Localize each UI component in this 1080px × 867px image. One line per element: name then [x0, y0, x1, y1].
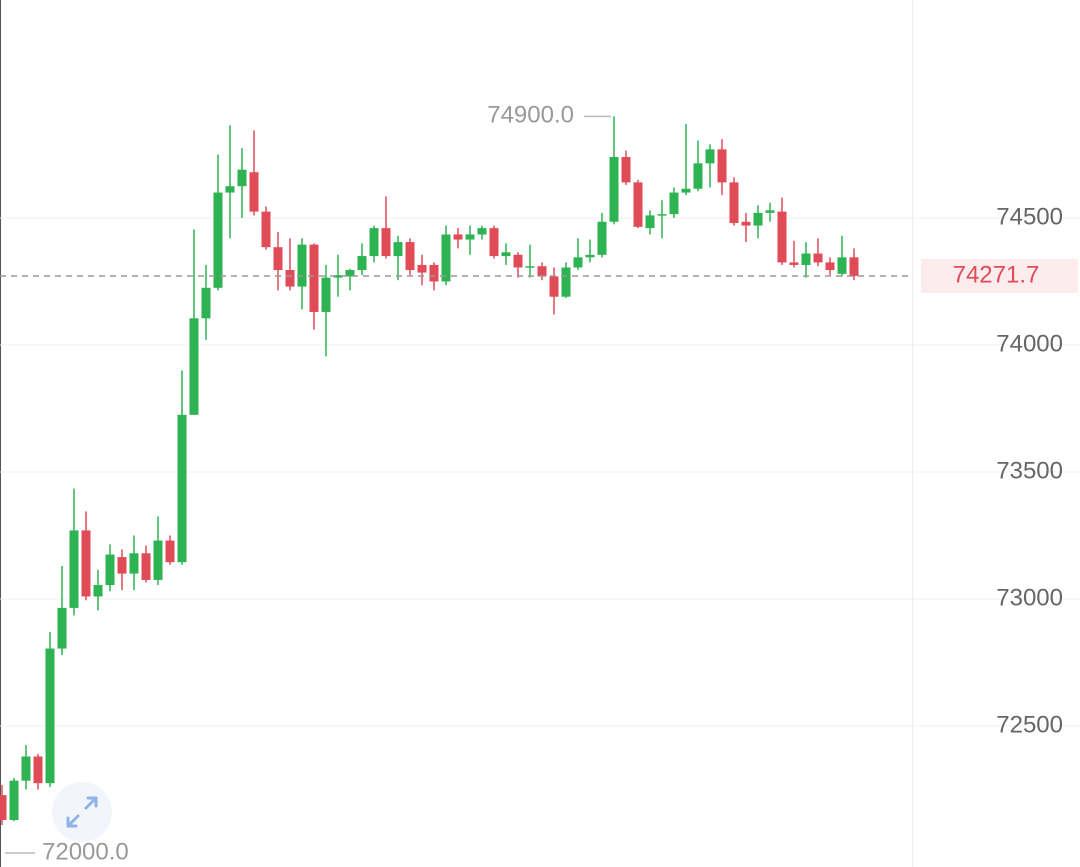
candle-body [249, 172, 259, 212]
candle-body [837, 257, 847, 274]
candle-body [717, 149, 727, 183]
candle-body [801, 253, 811, 265]
candle-body [129, 553, 139, 574]
candle-body [213, 192, 223, 288]
y-tick-label: 73500 [996, 457, 1063, 484]
candle-body [9, 780, 19, 821]
y-tick-label: 73000 [996, 584, 1063, 611]
candle-body [681, 188, 691, 193]
candle-body [393, 242, 403, 257]
candle-body [561, 267, 571, 297]
y-tick-label: 74000 [996, 330, 1063, 357]
candle-body [0, 795, 7, 821]
candle-body [549, 276, 559, 297]
candle-body [261, 211, 271, 248]
candle-body [441, 234, 451, 282]
candle-body [417, 264, 427, 273]
candle-body [513, 254, 523, 268]
candle-body [429, 264, 439, 282]
y-tick-label: 72500 [996, 711, 1063, 738]
candle-body [501, 252, 511, 257]
candle-body [189, 318, 199, 415]
candle-body [21, 756, 31, 781]
candle-body [453, 234, 463, 240]
candle-body [105, 554, 115, 586]
candle-body [93, 585, 103, 597]
candle-body [825, 262, 835, 271]
candle-body [285, 270, 295, 287]
candle-body [57, 607, 67, 649]
candle-body [297, 244, 307, 287]
last-price-box [921, 258, 1078, 293]
candle-body [177, 414, 187, 563]
candle-body [33, 756, 43, 784]
candle-body [81, 530, 91, 597]
y-tick-label: 74500 [996, 203, 1063, 230]
expand-icon [66, 796, 98, 828]
candle-body [657, 214, 667, 216]
expand-button-bg [52, 782, 112, 842]
candle-body [201, 287, 211, 319]
candle-body [693, 163, 703, 189]
candle-body [345, 270, 355, 277]
candle-body [369, 228, 379, 257]
candle-body [633, 182, 643, 227]
candle-body [489, 228, 499, 257]
candle-body [273, 247, 283, 271]
candle-body [705, 149, 715, 164]
candle-body [225, 186, 235, 193]
candle-body [537, 266, 547, 277]
candle-body [357, 256, 367, 271]
candle-body [645, 215, 655, 229]
candle-body [45, 648, 55, 784]
candle-body [729, 182, 739, 224]
candle-body [165, 540, 175, 563]
candle-body [741, 221, 751, 226]
candle-body [477, 228, 487, 235]
candle-body [669, 192, 679, 215]
candle-body [405, 242, 415, 271]
min-label: 72000.0 [42, 838, 129, 865]
candle-body [585, 254, 595, 258]
last-price-label: 74271.7 [953, 261, 1040, 288]
candle-body [597, 221, 607, 255]
candle-body [753, 212, 763, 226]
candle-body [141, 553, 151, 580]
candle-body [525, 266, 535, 268]
candle-body [309, 244, 319, 312]
candle-body [117, 557, 127, 574]
candle-body [465, 234, 475, 240]
candle-body [765, 210, 775, 213]
candle-body [321, 277, 331, 312]
max-label: 74900.0 [487, 102, 574, 129]
candle-body [153, 540, 163, 580]
candle-body [789, 262, 799, 265]
candle-body [609, 156, 619, 222]
candle-body [381, 228, 391, 257]
candle-body [69, 530, 79, 608]
candle-body [333, 275, 343, 278]
candle-body [777, 211, 787, 263]
candle-body [573, 257, 583, 268]
expand-button[interactable] [52, 782, 112, 842]
candle-body [813, 253, 823, 263]
candle-body [237, 169, 247, 187]
candle-body [621, 156, 631, 183]
candle-body [849, 257, 859, 276]
